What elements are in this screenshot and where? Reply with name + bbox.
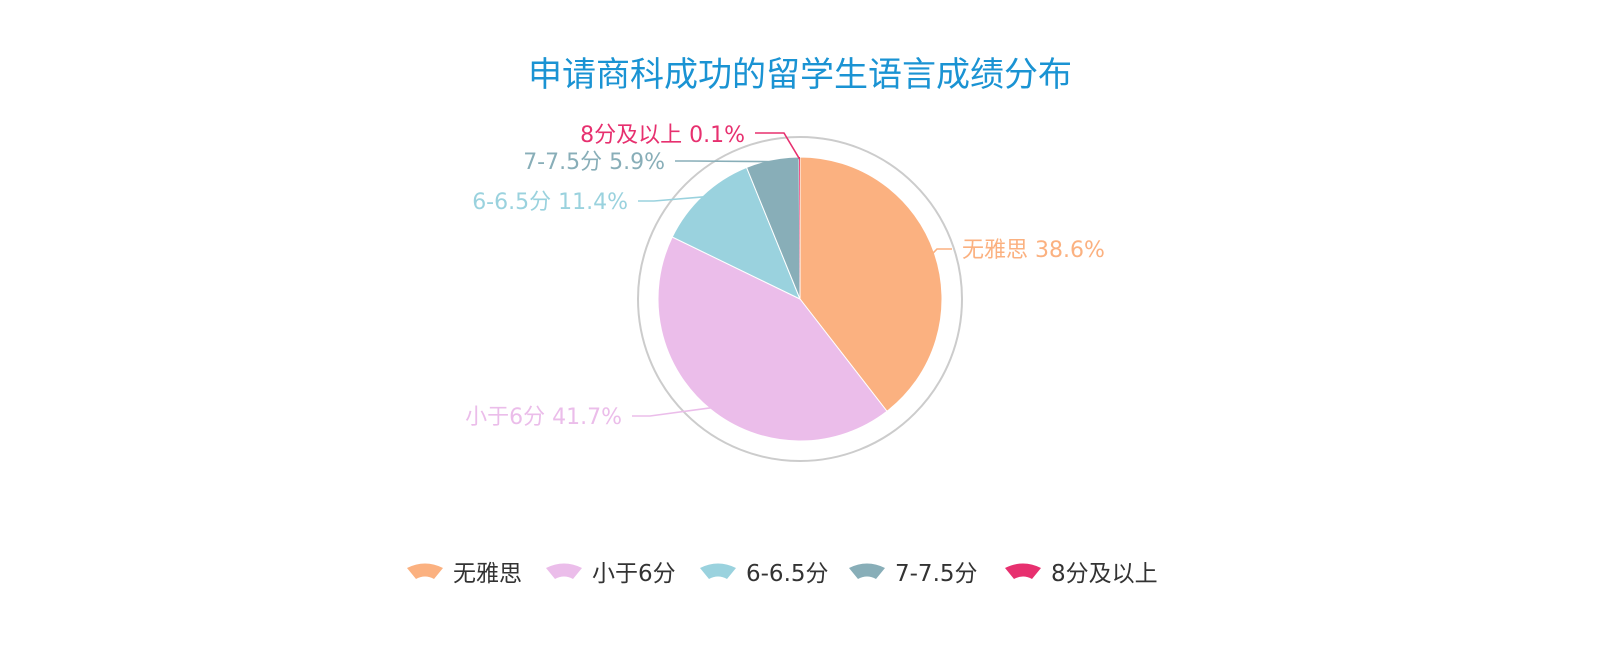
slice-0 <box>799 156 943 412</box>
legend-fan-icon <box>1005 563 1041 579</box>
leader-line <box>755 132 801 160</box>
leader-line <box>638 195 705 202</box>
legend-item[interactable]: 7-7.5分 <box>849 561 978 587</box>
legend-item[interactable]: 无雅思 <box>407 561 522 587</box>
legend-fan-icon <box>546 563 582 579</box>
slice-label: 8分及以上 0.1% <box>580 123 745 148</box>
outer-ring <box>637 136 963 462</box>
legend-label: 7-7.5分 <box>895 561 978 587</box>
slice-label: 无雅思 38.6% <box>962 238 1105 263</box>
legend-fan-icon <box>407 563 443 579</box>
leader-line <box>931 248 952 255</box>
legend: 无雅思 小于6分 6-6.5分 7-7.5分 8分及以上 <box>407 561 1158 587</box>
legend-item[interactable]: 小于6分 <box>546 561 676 587</box>
slice-1 <box>657 236 888 442</box>
slice-label: 小于6分 41.7% <box>465 405 622 430</box>
legend-label: 8分及以上 <box>1051 561 1158 587</box>
slice-label: 6-6.5分 11.4% <box>472 190 628 215</box>
leader-line <box>675 160 773 163</box>
slice-4 <box>799 157 800 299</box>
pie-slices <box>657 156 943 442</box>
legend-label: 6-6.5分 <box>746 561 829 587</box>
chart-title: 申请商科成功的留学生语言成绩分布 <box>528 55 1072 95</box>
slice-2 <box>671 166 801 301</box>
legend-item[interactable]: 8分及以上 <box>1005 561 1158 587</box>
legend-label: 小于6分 <box>592 561 676 587</box>
legend-item[interactable]: 6-6.5分 <box>700 561 829 587</box>
leader-line <box>632 406 712 417</box>
legend-fan-icon <box>849 563 885 579</box>
legend-label: 无雅思 <box>453 561 522 587</box>
slice-label: 7-7.5分 5.9% <box>523 150 665 175</box>
legend-fan-icon <box>700 563 736 579</box>
slice-labels: 无雅思 38.6% 小于6分 41.7% 6-6.5分 11.4% 7-7.5分 5.… <box>465 123 1105 430</box>
